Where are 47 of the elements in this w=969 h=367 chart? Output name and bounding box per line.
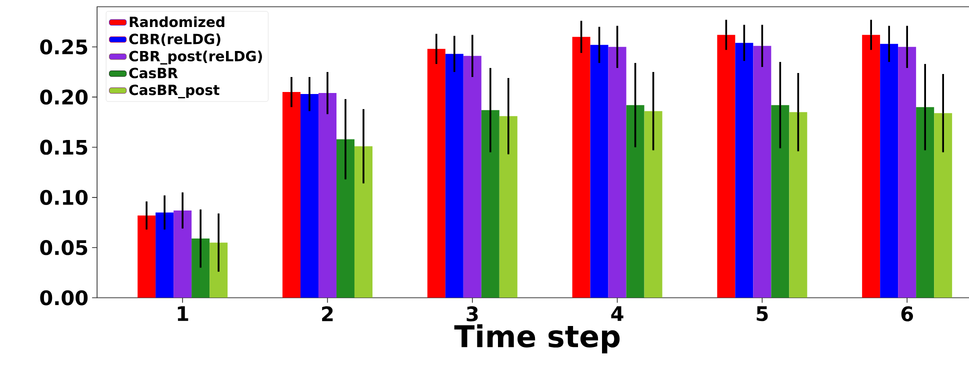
y-tick-label: 0.15 bbox=[40, 140, 88, 155]
bar bbox=[192, 238, 210, 298]
x-tick-label: 2 bbox=[322, 306, 333, 322]
bar bbox=[898, 46, 916, 298]
bar bbox=[753, 46, 772, 298]
y-tick-label: 0.25 bbox=[40, 39, 88, 54]
bar bbox=[572, 36, 590, 298]
legend-label: CBR(reLDG) bbox=[129, 33, 220, 46]
x-tick-label: 1 bbox=[178, 306, 188, 321]
bar bbox=[608, 46, 626, 298]
x-tick-label: 6 bbox=[901, 306, 913, 322]
x-tick-label: 3 bbox=[466, 306, 478, 322]
bar bbox=[644, 111, 662, 298]
legend-label: Randomized bbox=[130, 16, 224, 28]
bar bbox=[717, 34, 736, 298]
bar bbox=[880, 44, 898, 298]
x-tick-label: 4 bbox=[611, 306, 624, 321]
y-tick-label: 0.05 bbox=[40, 240, 88, 256]
bar bbox=[590, 44, 608, 298]
y-tick-label: 0.00 bbox=[40, 290, 88, 306]
bar bbox=[626, 105, 644, 298]
x-axis-title: Time step bbox=[454, 324, 620, 354]
bar bbox=[138, 215, 156, 298]
bar bbox=[463, 56, 482, 298]
bar bbox=[916, 107, 934, 298]
bar bbox=[771, 105, 790, 298]
bar bbox=[499, 116, 518, 298]
legend-label: CasBR bbox=[129, 68, 178, 78]
bar bbox=[427, 48, 446, 298]
y-tick-label: 0.20 bbox=[40, 90, 88, 105]
bar bbox=[481, 110, 500, 298]
bar bbox=[282, 92, 300, 298]
bar bbox=[934, 113, 952, 298]
bar bbox=[789, 112, 808, 298]
bar bbox=[862, 34, 880, 298]
bar bbox=[445, 54, 464, 298]
bar bbox=[735, 42, 754, 298]
bar bbox=[336, 139, 354, 298]
bar bbox=[174, 210, 192, 298]
bar bbox=[354, 146, 372, 298]
bar bbox=[300, 94, 318, 298]
y-tick-label: 0.10 bbox=[40, 190, 88, 205]
bar bbox=[156, 212, 174, 298]
legend-label: CBR_post(reLDG) bbox=[129, 50, 262, 65]
x-tick-label: 5 bbox=[756, 306, 768, 322]
bar bbox=[318, 93, 336, 298]
legend-label: CasBR_post bbox=[129, 84, 220, 98]
